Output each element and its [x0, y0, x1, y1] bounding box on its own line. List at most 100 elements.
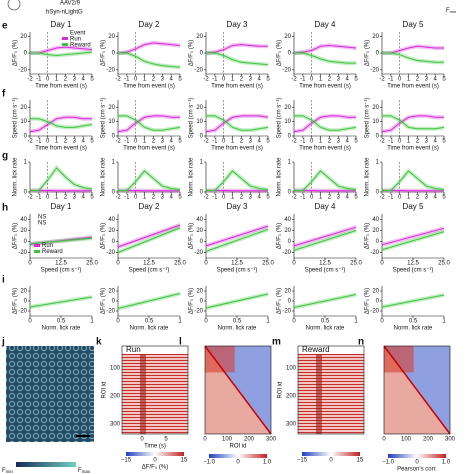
x-tick-label: 4: [81, 77, 85, 83]
colorbar-tick: −15: [121, 458, 132, 464]
x-tick-label: 4: [169, 139, 173, 145]
y-tick-label: 20: [20, 34, 27, 40]
y-tick-label: 0: [24, 190, 28, 196]
x-tick-label: 5: [442, 77, 446, 83]
x-tick-label: 1: [354, 319, 358, 325]
x-tick-label: 0: [134, 195, 138, 201]
y-tick-label: 40: [20, 217, 27, 223]
series-line: [118, 170, 181, 191]
x-tick-label: 1: [143, 139, 147, 145]
x-tick-label: 0: [46, 195, 50, 201]
x-tick-label: -1: [124, 195, 130, 201]
fmin-sub: min: [450, 9, 456, 14]
x-tick-label: 2: [416, 139, 420, 145]
y-tick-label: 20: [372, 228, 379, 234]
legend-swatch: [62, 43, 68, 46]
series-band: [382, 51, 444, 65]
fmax-main: F: [78, 468, 82, 474]
x-tick-label: 0: [292, 319, 296, 325]
series-line: [382, 170, 445, 191]
x-tick-label: -1: [388, 195, 394, 201]
series-line: [29, 116, 92, 133]
y-tick-label: -20: [194, 250, 203, 256]
y-tick-label: -20: [18, 309, 27, 315]
x-tick-label: 0: [116, 319, 120, 325]
y-axis-label: ΔF/F₀ (%): [101, 223, 107, 250]
construct: hSyn-nLightG: [46, 10, 83, 16]
x-tick-label: -1: [300, 77, 306, 83]
y-tick-label: 0: [376, 134, 380, 140]
y-tick-label: 20: [372, 289, 379, 295]
legend-swatch: [34, 244, 40, 247]
series-line: [206, 115, 269, 131]
y-tick-label: 20: [196, 105, 203, 111]
day-title: Day 3: [227, 20, 248, 29]
y-tick-label: 20: [108, 228, 115, 234]
y-tick-label: 0: [24, 51, 28, 57]
x-tick-label: 1: [407, 139, 411, 145]
y-axis-label: ROI id: [102, 381, 108, 398]
y-tick-label: 40: [108, 217, 115, 223]
panel-label: k: [96, 337, 102, 348]
series-band: [382, 168, 445, 193]
day-title: Day 1: [51, 202, 72, 211]
y-axis-label: ΔF/F₀ (%): [13, 223, 19, 250]
frame: [383, 345, 451, 435]
heatmap-event: [140, 354, 146, 434]
y-axis-label: Speed (cm s⁻¹): [101, 98, 107, 139]
y-tick-label: 0: [200, 239, 204, 245]
x-axis-label: Norm. lick rate: [42, 326, 81, 332]
y-tick-label: 0: [112, 190, 116, 196]
x-tick-label: 3: [161, 195, 165, 201]
y-tick-label: 0: [376, 239, 380, 245]
x-tick-label: 25.0: [350, 261, 362, 267]
series-line: [118, 52, 181, 68]
colorbar-label: ΔF/F₀ (%): [142, 465, 169, 471]
colorbar: [388, 454, 446, 458]
x-tick-label: 0: [204, 319, 208, 325]
x-tick-label: 3: [337, 195, 341, 201]
y-tick-label: 20: [284, 34, 291, 40]
x-tick-label: 1: [55, 77, 59, 83]
x-tick-label: 0.5: [233, 319, 242, 325]
x-tick-label: -1: [212, 77, 218, 83]
x-tick-label: -1: [36, 195, 42, 201]
y-tick-label: -20: [194, 309, 203, 315]
y-tick-label: 20: [372, 105, 379, 111]
x-tick-label: 0: [398, 139, 402, 145]
day-title: Day 4: [315, 202, 336, 211]
heatmap: [122, 354, 188, 434]
x-axis-label: Norm. lick rate: [394, 326, 433, 332]
y-tick-label: 0: [376, 190, 380, 196]
y-tick-label: 20: [20, 105, 27, 111]
x-tick-label: 1: [407, 195, 411, 201]
series-line: [381, 115, 444, 133]
y-tick-label: 0: [376, 299, 380, 305]
x-tick-label: 2: [240, 195, 244, 201]
x-tick-label: 1: [266, 319, 270, 325]
y-axis-label: Speed (cm s⁻¹): [13, 98, 19, 139]
x-tick-label: -2: [203, 139, 209, 145]
x-axis-label: Time from event (s): [35, 146, 87, 152]
x-tick-label: 4: [257, 77, 261, 83]
x-tick-label: 2: [240, 77, 244, 83]
x-tick-label: 12.5: [407, 261, 419, 267]
x-tick-label: -1: [124, 77, 130, 83]
y-tick-label: 300: [110, 422, 121, 428]
x-tick-label: -2: [291, 77, 297, 83]
x-tick-label: 0.5: [409, 319, 418, 325]
fmin-main: F: [2, 468, 6, 474]
x-tick-label: -2: [27, 195, 33, 201]
y-tick-label: 1: [200, 160, 204, 166]
diagonal: [204, 345, 272, 435]
x-tick-label: 2: [416, 195, 420, 201]
x-tick-label: 5: [442, 195, 446, 201]
x-tick-label: 25.0: [262, 261, 274, 267]
x-axis-label: Norm. lick rate: [306, 326, 345, 332]
x-tick-label: 1: [442, 319, 446, 325]
y-axis-label: Speed (cm s⁻¹): [277, 98, 283, 139]
y-axis-label: ΔF/F₀ (%): [365, 40, 371, 67]
x-tick-label: 25.0: [438, 261, 450, 267]
x-tick-label: 2: [64, 139, 68, 145]
x-axis-label: Time (s): [144, 444, 166, 450]
